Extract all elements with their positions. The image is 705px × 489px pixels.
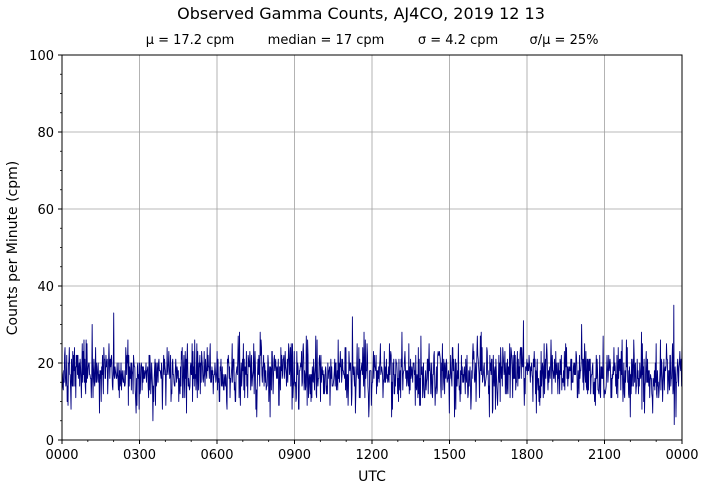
x-axis-label: UTC	[358, 469, 386, 485]
x-axis: 0000 0300 0600 0900 1200 1500 1800 2100 0000	[45, 440, 699, 463]
x-tick-label: 0000	[665, 448, 698, 463]
x-tick-label: 0000	[45, 448, 78, 463]
y-tick-label: 20	[37, 357, 54, 372]
y-axis: 0 20 40 60 80 100	[29, 49, 62, 449]
y-tick-label: 0	[46, 434, 54, 449]
stat-median: median = 17 cpm	[268, 33, 385, 48]
data-layer	[61, 304, 683, 426]
x-tick-label: 1200	[355, 448, 388, 463]
x-tick-label: 0300	[123, 448, 156, 463]
stats-line: μ = 17.2 cpm median = 17 cpm σ = 4.2 cpm…	[146, 33, 599, 48]
x-tick-label: 2100	[588, 448, 621, 463]
x-tick-label: 0900	[278, 448, 311, 463]
x-tick-label: 0600	[200, 448, 233, 463]
y-tick-label: 80	[37, 126, 54, 141]
stat-ratio: σ/μ = 25%	[530, 33, 599, 48]
chart-title: Observed Gamma Counts, AJ4CO, 2019 12 13	[177, 4, 545, 23]
stat-mean: μ = 17.2 cpm	[146, 33, 235, 48]
grid	[62, 55, 682, 440]
y-axis-label: Counts per Minute (cpm)	[5, 161, 21, 335]
y-tick-label: 100	[29, 49, 54, 64]
stat-sigma: σ = 4.2 cpm	[418, 33, 498, 48]
y-tick-label: 60	[37, 203, 54, 218]
x-tick-label: 1500	[433, 448, 466, 463]
x-tick-label: 1800	[510, 448, 543, 463]
y-tick-label: 40	[37, 280, 54, 295]
series-line	[61, 304, 683, 426]
